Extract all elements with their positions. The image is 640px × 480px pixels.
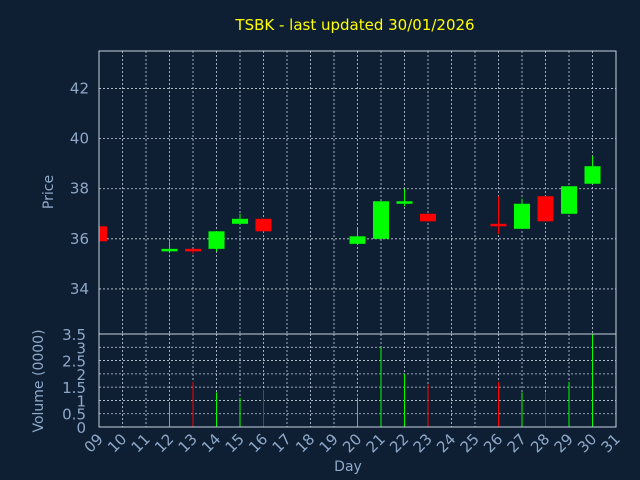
x-tick-label: 17 [269, 430, 295, 456]
x-tick-label: 30 [574, 430, 600, 456]
x-tick-label: 23 [410, 430, 436, 456]
candle-body [185, 248, 201, 252]
candle-body [396, 201, 413, 204]
volume-tick-label: 3.5 [62, 326, 86, 344]
x-axis-label: Day [334, 459, 362, 475]
x-tick-label: 10 [104, 430, 130, 456]
x-tick-label: 15 [222, 430, 248, 456]
candle-body [420, 213, 436, 222]
x-tick-label: 29 [551, 430, 577, 456]
x-tick-label: 28 [527, 430, 553, 456]
volume-plot-frame [98, 333, 617, 428]
price-tick-label: 36 [70, 230, 89, 248]
x-tick-label: 27 [504, 430, 530, 456]
x-tick-label: 26 [480, 430, 506, 456]
candle-body [232, 218, 248, 224]
price-tick-label: 42 [70, 80, 89, 98]
chart-title: TSBK - last updated 30/01/2026 [234, 16, 474, 34]
volume-tick-label: 0.5 [62, 406, 86, 424]
x-tick-label: 19 [316, 430, 342, 456]
x-tick-label: 16 [245, 430, 271, 456]
candle-body [208, 231, 225, 249]
x-tick-label: 11 [128, 430, 154, 456]
volume-tick-label: 3 [76, 339, 86, 357]
volume-tick-label: 2 [76, 366, 86, 384]
x-tick-label: 22 [386, 430, 412, 456]
x-tick-label: 21 [363, 430, 389, 456]
price-tick-label: 38 [70, 180, 89, 198]
volume-tick-label: 1.5 [62, 379, 86, 397]
candle-body [561, 186, 577, 214]
candle-body [99, 226, 107, 242]
price-panel: 34 36 38 40 42 [70, 50, 617, 335]
x-tick-label: 24 [433, 430, 459, 456]
x-tick-label: 20 [339, 430, 365, 456]
x-axis: 0910111213141516171819202122232425262728… [81, 430, 624, 456]
candle-body [255, 218, 272, 232]
volume-axis: 00.511.522.533.5 [62, 326, 86, 437]
candle-body [161, 248, 178, 252]
x-tick-label: 25 [457, 430, 483, 456]
price-tick-label: 40 [70, 130, 89, 148]
price-grid [99, 51, 616, 334]
price-axis-label: Price [41, 175, 57, 209]
volume-tick-label: 1 [76, 392, 86, 410]
candle-body [490, 223, 507, 227]
candles [98, 156, 601, 254]
candle-body [537, 196, 554, 222]
candle-body [349, 236, 366, 244]
x-tick-label: 13 [175, 430, 201, 456]
volume-tick-label: 0 [76, 419, 86, 437]
price-tick-label: 34 [70, 280, 89, 298]
candle-body [514, 203, 530, 229]
x-tick-label: 12 [151, 430, 177, 456]
x-tick-label: 18 [292, 430, 318, 456]
volume-axis-label: Volume (0000) [31, 329, 47, 432]
price-axis: 34 36 38 40 42 [70, 80, 89, 298]
volume-bars [169, 334, 593, 427]
x-tick-label: 31 [598, 430, 624, 456]
x-tick-label: 14 [198, 430, 224, 456]
candle-body [373, 201, 389, 239]
volume-panel: 00.511.522.533.5 [62, 326, 617, 437]
candle-body [584, 166, 601, 184]
volume-tick-label: 2.5 [62, 353, 86, 371]
